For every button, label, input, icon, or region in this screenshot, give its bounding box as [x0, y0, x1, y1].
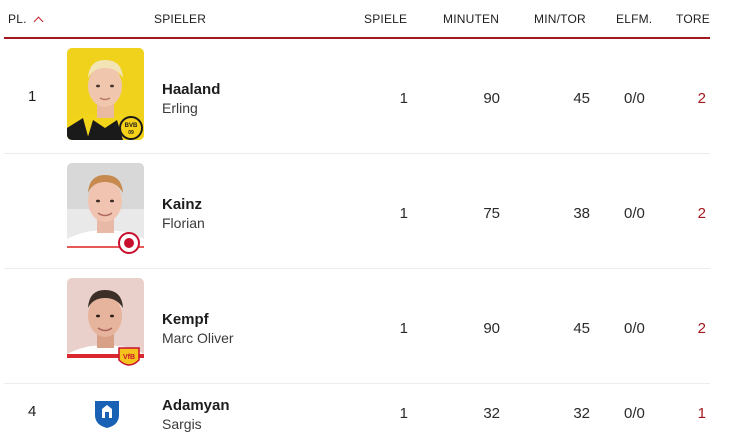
minutes-value: 75: [483, 205, 500, 222]
penalties-value: 0/0: [624, 405, 645, 422]
player-last-name[interactable]: Adamyan: [162, 397, 230, 414]
sort-ascending-icon: [33, 16, 44, 26]
goals-column-header[interactable]: TORE: [676, 12, 710, 26]
player-name[interactable]: Kempf Marc Oliver: [162, 310, 234, 347]
penalties-value: 0/0: [624, 205, 645, 222]
games-value: 1: [399, 90, 408, 107]
player-name[interactable]: Haaland Erling: [162, 80, 220, 117]
minutes-value: 90: [483, 320, 500, 337]
player-first-name: Erling: [162, 100, 198, 116]
min-per-goal-value: 38: [573, 205, 590, 222]
player-last-name[interactable]: Haaland: [162, 81, 221, 98]
penalties-value: 0/0: [624, 320, 645, 337]
player-last-name[interactable]: Kainz: [162, 196, 203, 213]
penalties-column-header[interactable]: ELFM.: [616, 12, 653, 26]
min-per-goal-column-header[interactable]: MIN/TOR: [534, 12, 586, 26]
minutes-value: 32: [483, 405, 500, 422]
table-row[interactable]: 1 BVB 09 Haaland Erl: [4, 39, 710, 154]
goals-value: 2: [697, 90, 706, 107]
player-first-name: Florian: [162, 215, 205, 231]
table-row[interactable]: 4 Adamyan Sargis 1 32 32 0/0 1: [4, 384, 710, 441]
fc-koeln-crest-icon: [118, 232, 140, 254]
player-photo-haaland[interactable]: BVB 09: [67, 48, 144, 140]
rank-column-header[interactable]: PL.: [8, 12, 44, 26]
games-value: 1: [399, 405, 408, 422]
minutes-value: 90: [483, 90, 500, 107]
table-row[interactable]: Kainz Florian 1 75 38 0/0 2: [4, 154, 710, 269]
goals-value: 2: [697, 320, 706, 337]
min-per-goal-value: 45: [573, 320, 590, 337]
vfb-crest-icon: VfB: [118, 347, 140, 366]
rank-header-label: PL.: [8, 12, 27, 26]
player-name[interactable]: Adamyan Sargis: [162, 396, 230, 433]
games-value: 1: [399, 320, 408, 337]
rank-value: 1: [28, 88, 37, 105]
svg-text:BVB: BVB: [125, 123, 138, 129]
svg-text:09: 09: [128, 130, 134, 136]
svg-text:VfB: VfB: [123, 354, 135, 361]
table-header: PL. SPIELER SPIELE MINUTEN MIN/TOR ELFM.…: [4, 0, 710, 39]
player-first-name: Sargis: [162, 416, 202, 432]
player-last-name[interactable]: Kempf: [162, 311, 209, 328]
minutes-column-header[interactable]: MINUTEN: [443, 12, 500, 26]
min-per-goal-value: 45: [573, 90, 590, 107]
rank-value: 4: [28, 403, 37, 420]
player-first-name: Marc Oliver: [162, 330, 234, 346]
player-name[interactable]: Kainz Florian: [162, 195, 205, 232]
goals-value: 1: [697, 405, 706, 422]
table-row[interactable]: VfB Kempf Marc Oliver 1 90 45 0/0 2: [4, 269, 710, 384]
tsg-hoffenheim-crest-icon: [94, 399, 120, 429]
player-column-header[interactable]: SPIELER: [154, 12, 207, 26]
player-photo-kainz[interactable]: [67, 163, 144, 255]
bvb-crest-icon: BVB 09: [119, 116, 143, 140]
games-value: 1: [399, 205, 408, 222]
min-per-goal-value: 32: [573, 405, 590, 422]
penalties-value: 0/0: [624, 90, 645, 107]
goals-value: 2: [697, 205, 706, 222]
player-photo-kempf[interactable]: VfB: [67, 278, 144, 370]
top-scorers-table: PL. SPIELER SPIELE MINUTEN MIN/TOR ELFM.…: [4, 0, 710, 441]
games-column-header[interactable]: SPIELE: [364, 12, 408, 26]
